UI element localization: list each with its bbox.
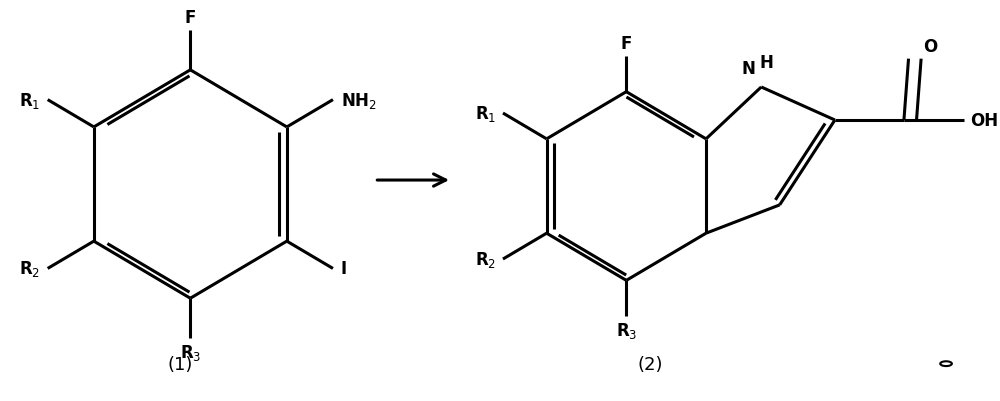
Text: OH: OH [971, 112, 999, 130]
Text: R$_3$: R$_3$ [616, 320, 637, 340]
Text: R$_1$: R$_1$ [19, 90, 40, 110]
Text: R$_2$: R$_2$ [19, 259, 40, 279]
Text: H: H [759, 54, 773, 72]
Text: (1): (1) [168, 355, 193, 373]
Text: (2): (2) [638, 355, 663, 373]
Text: I: I [341, 260, 347, 278]
Text: O: O [923, 38, 937, 55]
Text: N: N [742, 60, 755, 78]
Text: R$_1$: R$_1$ [475, 104, 496, 124]
Text: R$_3$: R$_3$ [180, 342, 201, 362]
Text: NH$_2$: NH$_2$ [341, 90, 376, 110]
Text: F: F [621, 34, 632, 53]
Text: R$_2$: R$_2$ [475, 249, 496, 269]
Text: F: F [185, 9, 196, 27]
